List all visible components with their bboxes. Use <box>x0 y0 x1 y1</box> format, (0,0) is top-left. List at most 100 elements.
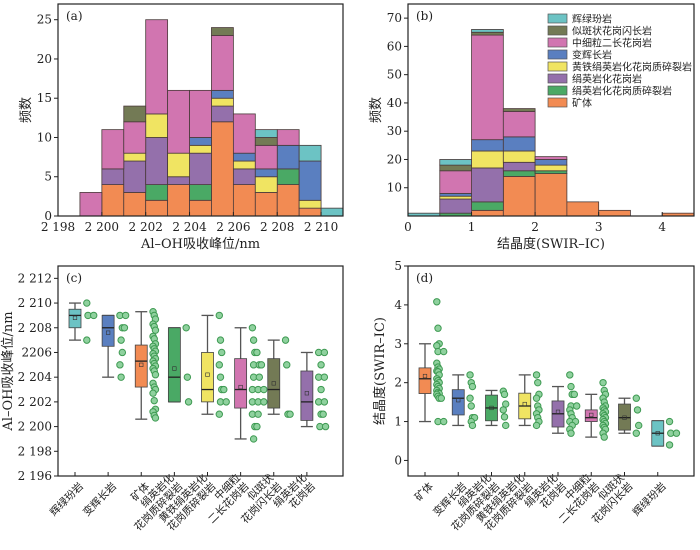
y-tick-label: 60 <box>387 39 402 53</box>
data-point <box>600 433 608 441</box>
category-label-line: 变辉长岩 <box>80 480 119 519</box>
histogram-bar <box>502 108 536 112</box>
y-tick-label: 50 <box>387 68 402 82</box>
histogram-bar <box>320 207 344 217</box>
histogram-bar <box>123 121 147 154</box>
histogram-bar <box>471 209 504 217</box>
histogram-bar <box>211 105 234 123</box>
histogram-bar <box>232 184 256 217</box>
legend-label: 矿体 <box>572 97 592 110</box>
x-tick-label: 4 <box>658 220 666 234</box>
data-point <box>254 410 262 418</box>
histogram-bar <box>298 144 322 162</box>
histogram-bar <box>211 97 234 107</box>
histogram-bar <box>123 152 147 162</box>
mean-marker <box>205 372 210 377</box>
y-tick-label: 2 210 <box>18 296 52 310</box>
data-point <box>440 347 448 356</box>
histogram-bar <box>189 184 212 201</box>
category-label-line: 矿体 <box>412 479 436 503</box>
mean-marker <box>456 398 461 403</box>
histogram-bar <box>276 144 300 170</box>
histogram-bar <box>189 144 212 154</box>
data-point <box>433 298 441 306</box>
category-label: 变辉长岩 <box>80 480 119 519</box>
box-group <box>418 298 448 426</box>
histogram-bar <box>471 201 504 211</box>
y-axis-title: 频数 <box>19 97 34 123</box>
histogram-bar <box>101 168 125 185</box>
histogram-bar <box>211 89 234 99</box>
data-point <box>248 324 257 332</box>
histogram-bar <box>534 159 568 166</box>
data-point <box>260 398 268 406</box>
data-point <box>468 382 477 391</box>
y-tick-label: 2 196 <box>18 469 52 483</box>
x-tick-label: 2 206 <box>216 220 250 234</box>
data-point <box>215 311 224 320</box>
box-group <box>68 299 98 344</box>
y-tick-label: 70 <box>387 11 402 25</box>
data-point <box>532 421 541 430</box>
histogram-bar <box>189 89 212 138</box>
box-group <box>518 371 543 430</box>
histogram-bar <box>598 209 631 217</box>
mean-marker <box>271 381 276 386</box>
histogram-bar <box>232 152 256 162</box>
box-group <box>134 308 160 422</box>
histogram-bar <box>145 113 169 138</box>
iqr-box <box>167 327 181 403</box>
histogram-bar <box>254 192 278 217</box>
data-point <box>632 429 640 437</box>
box-group <box>201 311 230 418</box>
data-point <box>635 421 643 430</box>
data-point <box>466 371 474 379</box>
legend-swatch <box>547 49 568 60</box>
y-tick-label: 0 <box>394 453 402 467</box>
data-point <box>90 311 98 320</box>
histogram-bar <box>254 176 278 193</box>
panel-a-frame <box>57 3 344 217</box>
box-group <box>101 311 130 381</box>
mean-marker <box>72 315 78 320</box>
legend-label: 似斑状花岗闪长岩 <box>572 25 652 38</box>
histogram-bar <box>123 160 147 193</box>
histogram-bar <box>101 129 125 170</box>
y-tick-label: 0 <box>44 209 52 223</box>
y-axis-title: 频数 <box>369 97 384 123</box>
x-tick-label: 2 <box>531 220 539 234</box>
data-point <box>440 417 448 426</box>
legend-swatch <box>547 61 568 72</box>
box-group <box>300 348 330 431</box>
histogram-bar <box>254 129 278 138</box>
data-point <box>117 336 125 344</box>
iqr-box <box>134 344 148 388</box>
histogram-bar <box>167 184 190 217</box>
histogram-bar <box>471 29 504 33</box>
data-point <box>151 371 160 379</box>
box-group <box>651 417 681 449</box>
histogram-bar <box>534 173 568 217</box>
category-label: 辉绿玢岩 <box>630 480 669 519</box>
y-tick-label: 1 <box>394 415 402 429</box>
mean-marker <box>422 373 428 379</box>
y-tick-label: 2 204 <box>18 370 53 384</box>
data-point <box>573 402 581 410</box>
legend-swatch <box>547 25 568 36</box>
y-axis-title: 结晶度(SWIR–IC) <box>372 317 388 425</box>
histogram-bar <box>254 168 278 178</box>
data-point <box>633 406 642 414</box>
data-point <box>216 336 225 344</box>
histogram-bar <box>534 170 568 174</box>
histogram-bar <box>145 19 169 115</box>
y-tick-label: 3 <box>394 337 402 351</box>
histogram-bar <box>502 136 536 152</box>
data-point <box>502 421 510 430</box>
histogram-bar <box>471 31 504 36</box>
data-point <box>534 378 542 387</box>
data-point <box>567 382 575 391</box>
x-tick-label: 0 <box>404 220 412 234</box>
histogram-bar <box>298 207 322 217</box>
histogram-bar <box>471 150 504 169</box>
